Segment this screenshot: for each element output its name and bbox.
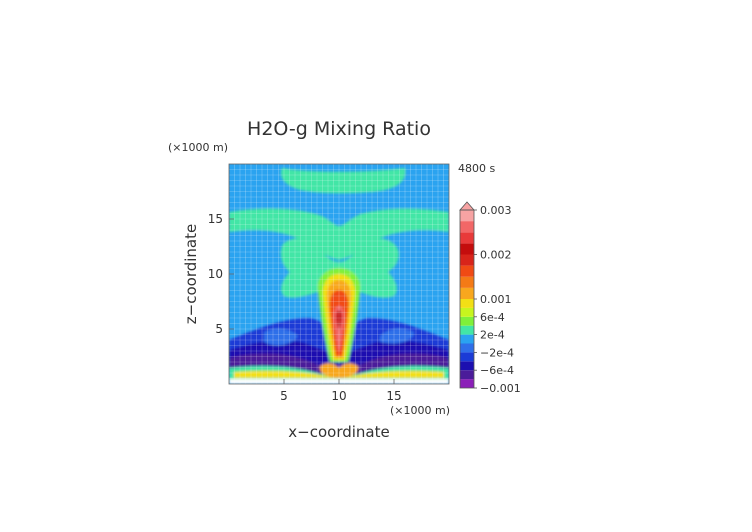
contour-column-core bbox=[336, 310, 342, 330]
colorbar: 0.003 0.002 0.001 6e-4 2e-4 −2e-4 −6e-4 −0.001 bbox=[459, 201, 521, 395]
colorbar-swatch bbox=[460, 276, 474, 288]
colorbar-swatch bbox=[460, 243, 474, 255]
colorbar-swatch bbox=[460, 370, 474, 380]
grid-lines bbox=[229, 164, 449, 384]
colorbar-swatch bbox=[460, 307, 474, 317]
x-tick-label: 15 bbox=[386, 389, 401, 403]
chart-title: H2O-g Mixing Ratio bbox=[247, 118, 431, 140]
colorbar-label: 0.002 bbox=[480, 249, 512, 262]
contour-surface-yellow bbox=[234, 370, 444, 378]
plot-area bbox=[229, 164, 449, 384]
colorbar-label: 0.001 bbox=[480, 293, 512, 306]
colorbar-swatch bbox=[460, 334, 474, 344]
colorbar-swatch bbox=[460, 316, 474, 326]
time-label: 4800 s bbox=[458, 162, 495, 175]
colorbar-label: −2e-4 bbox=[480, 346, 514, 359]
colorbar-swatch bbox=[460, 299, 474, 308]
x-tick-label: 10 bbox=[331, 389, 346, 403]
colorbar-label: −0.001 bbox=[480, 382, 521, 395]
colorbar-swatch bbox=[460, 287, 474, 299]
colorbar-swatch bbox=[460, 352, 474, 362]
colorbar-extend-arrow bbox=[459, 201, 475, 211]
y-tick-label: 5 bbox=[215, 322, 223, 336]
colorbar-label: 6e-4 bbox=[480, 311, 505, 324]
colorbar-swatch bbox=[460, 232, 474, 244]
colorbar-swatch bbox=[460, 221, 474, 233]
x-unit-label: (×1000 m) bbox=[390, 404, 450, 417]
y-tick-label: 10 bbox=[208, 267, 223, 281]
colorbar-swatch bbox=[460, 210, 474, 222]
x-axis-label: x−coordinate bbox=[288, 423, 389, 441]
colorbar-swatch bbox=[460, 379, 474, 388]
contour-surface-orange bbox=[319, 363, 359, 378]
colorbar-label: 2e-4 bbox=[480, 329, 505, 342]
colorbar-label: −6e-4 bbox=[480, 364, 514, 377]
y-axis-label: z−coordinate bbox=[182, 224, 200, 324]
contour-lower-blue2 bbox=[264, 328, 414, 346]
contour-lower-violet bbox=[229, 353, 449, 380]
colorbar-swatch bbox=[460, 361, 474, 371]
colorbar-swatch bbox=[460, 265, 474, 277]
colorbar-label: 0.003 bbox=[480, 204, 512, 217]
colorbar-swatch bbox=[460, 254, 474, 266]
y-tick-label: 15 bbox=[208, 212, 223, 226]
y-ticks: 5 10 15 bbox=[208, 212, 234, 336]
y-unit-label: (×1000 m) bbox=[168, 141, 228, 154]
colorbar-swatch bbox=[460, 343, 474, 353]
contour-upper-band bbox=[229, 208, 449, 260]
contour-top-cap bbox=[280, 168, 406, 194]
colorbar-swatch bbox=[460, 325, 474, 335]
x-tick-label: 5 bbox=[280, 389, 288, 403]
x-ticks: 5 10 15 bbox=[280, 379, 402, 403]
